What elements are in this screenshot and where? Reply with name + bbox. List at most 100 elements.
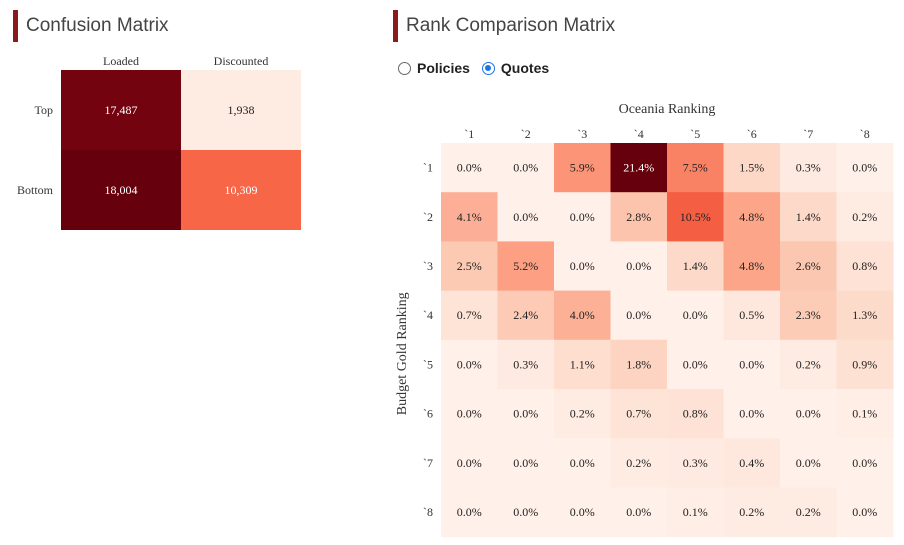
rank-cell <box>667 389 724 439</box>
rank-row-label: `4 <box>423 308 433 322</box>
rank-cell <box>723 192 781 242</box>
rank-row-label: `2 <box>423 210 433 224</box>
rank-cell-label: 0.2% <box>626 456 651 470</box>
rank-cell-label: 0.0% <box>513 210 538 224</box>
rank-cell <box>554 487 611 538</box>
rank-cell-label: 0.0% <box>852 505 877 519</box>
rank-cell-label: 0.0% <box>739 407 764 421</box>
rank-cell <box>610 290 668 341</box>
rank-cell-label: 0.0% <box>513 407 538 421</box>
rank-cell <box>610 241 668 292</box>
rank-cell-label: 0.7% <box>457 308 482 322</box>
rank-cell-label: 2.4% <box>513 308 538 322</box>
radio-circle-icon[interactable] <box>481 61 495 75</box>
cm-cell-label: 17,487 <box>105 103 138 117</box>
rank-cell-label: 1.5% <box>739 161 764 175</box>
rank-cell <box>497 339 555 390</box>
rank-cell <box>497 241 555 292</box>
rank-col-label: `1 <box>464 127 474 141</box>
rank-cell-label: 5.9% <box>570 161 595 175</box>
rank-cell <box>554 192 611 242</box>
rank-cell <box>723 290 781 341</box>
rank-cell <box>836 241 894 292</box>
rank-cell-label: 0.3% <box>796 161 821 175</box>
rank-cell <box>836 438 894 488</box>
cm-row-label: Bottom <box>17 183 54 197</box>
rank-cell-label: 0.0% <box>570 210 595 224</box>
rank-col-label: `4 <box>634 127 644 141</box>
rank-comparison-title: Rank Comparison Matrix <box>393 10 615 42</box>
rank-cell <box>723 143 781 193</box>
rank-col-label: `5 <box>690 127 700 141</box>
rank-cell <box>497 389 555 439</box>
rank-cell-label: 0.0% <box>626 505 651 519</box>
radio-policies-label: Policies <box>417 60 470 76</box>
cm-cell-label: 10,309 <box>225 183 258 197</box>
rank-cell-label: 1.3% <box>852 308 877 322</box>
rank-cell-label: 2.5% <box>457 259 482 273</box>
rank-cell-label: 0.0% <box>570 259 595 273</box>
data-source-radio-group: Policies Quotes <box>398 60 561 76</box>
rank-cell <box>780 339 837 390</box>
rank-cell-label: 2.8% <box>626 210 651 224</box>
rank-cell <box>723 241 781 292</box>
rank-cell-label: 0.2% <box>852 210 877 224</box>
rank-cell <box>723 487 781 538</box>
rank-cell <box>780 290 837 341</box>
rank-row-label: `3 <box>423 259 433 273</box>
rank-cell-label: 0.3% <box>513 357 538 371</box>
rank-cell <box>497 438 555 488</box>
rank-cell-label: 0.0% <box>683 357 708 371</box>
rank-row-label: `7 <box>423 456 433 470</box>
rank-cell <box>667 339 724 390</box>
radio-circle-icon[interactable] <box>398 61 411 75</box>
rank-cell <box>780 438 837 488</box>
cm-col-label: Discounted <box>214 54 269 68</box>
rank-cell-label: 0.0% <box>852 456 877 470</box>
radio-quotes-label: Quotes <box>500 60 550 76</box>
rank-cell <box>667 290 724 341</box>
radio-quotes[interactable]: Quotes <box>481 60 550 76</box>
title-accent-bar <box>13 10 18 42</box>
rank-cell <box>441 487 498 538</box>
rank-y-axis-title: Budget Gold Ranking <box>395 292 410 415</box>
rank-cell-label: 0.8% <box>852 259 877 273</box>
rank-cell <box>780 389 837 439</box>
rank-cell-label: 4.8% <box>739 259 764 273</box>
rank-row-label: `5 <box>423 357 433 371</box>
rank-row-label: `8 <box>423 505 433 519</box>
rank-cell-label: 0.0% <box>626 308 651 322</box>
radio-policies[interactable]: Policies <box>398 60 470 76</box>
rank-cell-label: 10.5% <box>680 210 711 224</box>
rank-cell <box>554 241 611 292</box>
rank-cell <box>667 143 724 193</box>
rank-cell <box>667 487 724 538</box>
rank-cell-label: 0.0% <box>852 161 877 175</box>
title-accent-bar <box>393 10 398 42</box>
rank-cell-label: 1.4% <box>796 210 821 224</box>
cm-cell <box>61 70 181 150</box>
rank-cell-label: 7.5% <box>683 161 708 175</box>
rank-cell-label: 0.0% <box>513 505 538 519</box>
rank-cell <box>610 438 668 488</box>
rank-cell-label: 0.1% <box>683 505 708 519</box>
cm-row-label: Top <box>35 103 54 117</box>
rank-cell-label: 0.0% <box>513 456 538 470</box>
confusion-matrix-title-text: Confusion Matrix <box>26 15 169 36</box>
rank-cell-label: 0.2% <box>570 407 595 421</box>
rank-cell <box>441 192 498 242</box>
rank-col-label: `6 <box>747 127 757 141</box>
rank-cell-label: 0.0% <box>457 456 482 470</box>
rank-col-label: `3 <box>577 127 587 141</box>
rank-cell <box>441 241 498 292</box>
rank-cell <box>441 438 498 488</box>
rank-cell <box>554 143 611 193</box>
rank-cell <box>836 339 894 390</box>
rank-cell-label: 2.3% <box>796 308 821 322</box>
rank-col-label: `2 <box>521 127 531 141</box>
rank-cell-label: 0.2% <box>796 357 821 371</box>
rank-cell-label: 0.9% <box>852 357 877 371</box>
rank-cell-label: 0.8% <box>683 407 708 421</box>
rank-cell <box>780 487 837 538</box>
rank-cell <box>497 192 555 242</box>
